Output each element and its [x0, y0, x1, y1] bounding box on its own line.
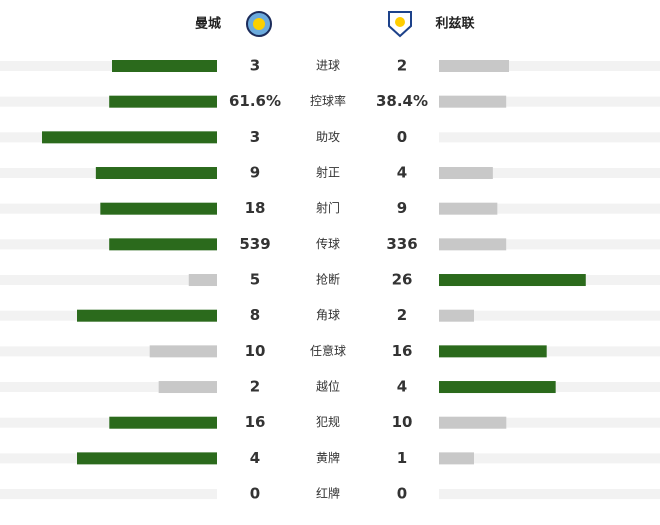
- home-bar: [77, 309, 217, 322]
- away-value: 336: [386, 235, 417, 253]
- away-bar: [439, 416, 507, 429]
- home-value: 8: [250, 306, 260, 324]
- track: [0, 275, 217, 286]
- home-bar: [100, 202, 217, 215]
- away-value: 38.4%: [376, 92, 428, 110]
- home-value: 2: [250, 378, 260, 396]
- home-bar: [109, 95, 217, 108]
- away-bar: [439, 345, 547, 358]
- home-bar: [149, 345, 217, 358]
- home-value: 3: [250, 128, 260, 146]
- home-bar: [158, 381, 217, 394]
- track: [439, 310, 660, 321]
- away-value: 2: [397, 57, 407, 75]
- home-value: 4: [250, 449, 260, 467]
- home-bar: [42, 131, 217, 144]
- away-value: 9: [397, 199, 407, 217]
- away-value: 26: [392, 271, 413, 289]
- track: [439, 168, 660, 179]
- stat-label: 任意球: [310, 343, 346, 358]
- away-team-logo: [388, 11, 412, 38]
- stat-label: 传球: [316, 236, 340, 251]
- home-value: 18: [245, 199, 266, 217]
- away-team-name: 利兹联: [435, 16, 474, 32]
- track: [0, 239, 217, 250]
- track: [0, 346, 217, 357]
- away-bar: [439, 309, 474, 322]
- home-value: 5: [250, 271, 260, 289]
- track: [439, 489, 660, 500]
- away-bar: [439, 238, 507, 251]
- stat-label: 进球: [316, 59, 340, 73]
- track: [439, 453, 660, 464]
- stat-label: 助攻: [316, 130, 340, 144]
- stat-label: 越位: [316, 379, 340, 394]
- track: [439, 346, 660, 357]
- home-value: 61.6%: [229, 92, 281, 110]
- away-bar: [439, 95, 507, 108]
- home-value: 539: [239, 235, 270, 253]
- home-team-logo: [246, 11, 272, 37]
- track: [0, 489, 217, 500]
- track: [439, 132, 660, 143]
- home-bar: [112, 60, 217, 72]
- track: [439, 61, 660, 71]
- away-bar: [439, 60, 509, 72]
- away-value: 4: [397, 164, 407, 182]
- home-value: 10: [245, 342, 266, 360]
- away-value: 10: [392, 413, 413, 431]
- home-bar: [77, 452, 217, 465]
- away-value: 2: [397, 306, 407, 324]
- track: [0, 382, 217, 393]
- stat-label: 射门: [316, 200, 340, 215]
- away-bar: [439, 274, 586, 287]
- home-bar: [109, 238, 217, 251]
- stat-label: 角球: [316, 308, 340, 322]
- away-bar: [439, 202, 498, 215]
- away-bar: [439, 452, 474, 465]
- away-value: 0: [397, 128, 407, 146]
- away-value: 0: [397, 485, 407, 503]
- away-value: 4: [397, 378, 407, 396]
- away-bar: [439, 167, 493, 180]
- home-bar: [188, 274, 217, 287]
- stat-label: 抢断: [316, 272, 340, 287]
- stat-label: 红牌: [316, 486, 340, 501]
- stat-label: 黄牌: [316, 451, 340, 465]
- track: [0, 96, 217, 107]
- away-bar: [439, 381, 556, 394]
- stat-label: 控球率: [310, 93, 346, 108]
- track: [439, 417, 660, 428]
- away-value: 1: [397, 449, 407, 467]
- home-value: 3: [250, 57, 260, 75]
- away-value: 16: [392, 342, 413, 360]
- stat-label: 犯规: [316, 414, 340, 429]
- home-team-name: 曼城: [195, 16, 221, 32]
- track: [0, 417, 217, 428]
- home-value: 0: [250, 485, 260, 503]
- home-value: 16: [245, 413, 266, 431]
- track: [439, 96, 660, 107]
- home-bar: [109, 416, 217, 429]
- track: [0, 61, 217, 71]
- home-value: 9: [250, 164, 260, 182]
- home-bar: [95, 167, 217, 180]
- stat-label: 射正: [316, 165, 340, 180]
- track: [439, 239, 660, 250]
- track: [439, 203, 660, 214]
